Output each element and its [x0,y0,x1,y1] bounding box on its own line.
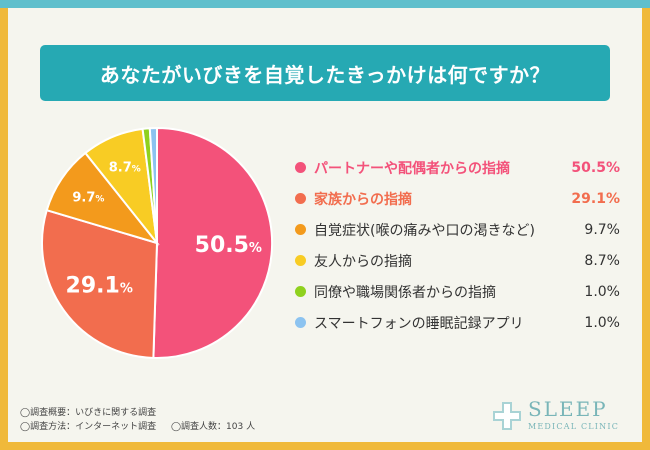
legend-dot-icon [295,224,306,235]
logo-subtitle: MEDICAL CLINIC [528,422,620,431]
notes-row-2: ◯調査方法：インターネット調査 ◯調査人数：103 人 [20,420,267,434]
legend-value: 1.0% [584,314,620,331]
frame-top-border [0,0,650,8]
legend-item-2: 家族からの指摘 29.1% [295,183,620,214]
chart-title: あなたがいびきを自覚したきっかけは何ですか？ [40,45,610,101]
pie-slice-6 [148,126,158,244]
legend-label: スマートフォンの睡眠記録アプリ [314,315,524,332]
legend-label: 友人からの指摘 [314,253,412,270]
survey-method: ◯調査方法：インターネット調査 [20,422,157,432]
legend-item-1: パートナーや配偶者からの指摘 50.5% [295,152,620,183]
slice-label-4: 8.7% [109,161,141,176]
legend-label: 同僚や職場関係者からの指摘 [314,284,496,301]
legend-item-4: 友人からの指摘 8.7% [295,245,620,276]
legend-item-3: 自覚症状(喉の痛みや口の渇きなど) 9.7% [295,214,620,245]
legend-item-6: スマートフォンの睡眠記録アプリ 1.0% [295,307,620,338]
legend-value: 29.1% [571,190,620,207]
frame-right-border [642,8,650,450]
slice-label-2: 29.1% [66,274,133,299]
legend-dot-icon [295,193,306,204]
logo-wordmark: SLEEP [528,397,608,421]
clinic-logo: SLEEP MEDICAL CLINIC [492,397,632,437]
survey-notes: ◯調査概要：いびきに関する調査 ◯調査方法：インターネット調査 ◯調査人数：10… [20,406,267,434]
notes-row-1: ◯調査概要：いびきに関する調査 [20,406,267,420]
survey-count: ◯調査人数：103 人 [170,422,256,432]
slice-label-1: 50.5% [195,233,262,258]
pie-slice-1 [152,126,274,359]
medical-cross-icon [493,402,521,430]
legend-dot-icon [295,255,306,266]
legend-dot-icon [295,317,306,328]
legend: パートナーや配偶者からの指摘 50.5% 家族からの指摘 29.1% 自覚症状(喉の痛み… [295,152,620,338]
legend-label: 家族からの指摘 [314,191,412,208]
slice-label-3: 9.7% [72,191,104,206]
frame-left-border [0,8,8,450]
legend-dot-icon [295,162,306,173]
legend-value: 9.7% [584,221,620,238]
legend-item-5: 同僚や職場関係者からの指摘 1.0% [295,276,620,307]
legend-value: 1.0% [584,283,620,300]
legend-label: 自覚症状(喉の痛みや口の渇きなど) [314,222,535,239]
pie-slice-2 [41,208,159,359]
frame-bottom-border [0,442,650,450]
survey-summary: ◯調査概要：いびきに関する調査 [20,408,157,418]
legend-value: 8.7% [584,252,620,269]
legend-value: 50.5% [571,159,620,176]
legend-label: パートナーや配偶者からの指摘 [314,160,510,177]
legend-dot-icon [295,286,306,297]
